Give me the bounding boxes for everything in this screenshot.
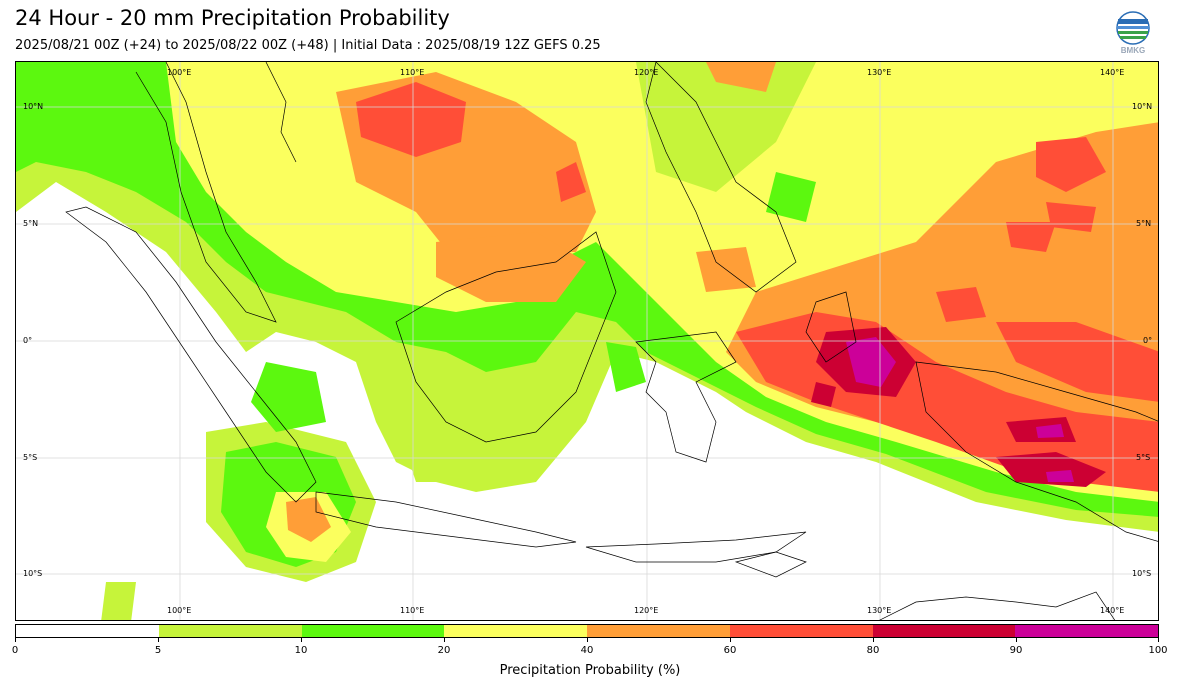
lat-label-left-5n: 5°N: [23, 219, 39, 228]
lon-label-bottom-120: 120°E: [634, 606, 659, 615]
lon-label-bottom-110: 110°E: [400, 606, 425, 615]
colorbar-tick: [444, 638, 445, 642]
colorbar-tick-label-5: 5: [154, 645, 162, 656]
lat-label-left-10n: 10°N: [23, 102, 44, 111]
lon-label-top-110: 110°E: [400, 68, 425, 77]
colorbar-bin-1: [158, 625, 302, 637]
colorbar-tick: [1016, 638, 1017, 642]
sulawesi-coast: [635, 331, 737, 463]
lat-label-right-0: 0°: [1143, 336, 1153, 345]
lat-label-right-10n: 10°N: [1132, 102, 1153, 111]
colorbar-bin-7: [1015, 625, 1158, 637]
sumatra-coast: [65, 206, 317, 503]
colorbar-tick-label-10: 10: [294, 645, 308, 656]
chart-subtitle: 2025/08/21 00Z (+24) to 2025/08/22 00Z (…: [15, 38, 601, 53]
colorbar-tick-label-40: 40: [580, 645, 594, 656]
colorbar-bin-5: [729, 625, 873, 637]
lon-label-top-120: 120°E: [634, 68, 659, 77]
bmkg-logo-icon: BMKG: [1114, 10, 1152, 56]
lon-label-top-100: 100°E: [167, 68, 192, 77]
lon-label-top-130: 130°E: [867, 68, 892, 77]
new-guinea-coast: [915, 361, 1158, 542]
colorbar-label: Precipitation Probability (%): [499, 663, 681, 678]
lat-label-left-0: 0°: [23, 336, 33, 345]
colorbar-bin-4: [587, 625, 730, 637]
halmahera-coast: [805, 291, 857, 363]
lon-label-bottom-100: 100°E: [167, 606, 192, 615]
colorbar-tick: [158, 638, 159, 642]
colorbar-tick: [301, 638, 302, 642]
map-canvas: [16, 62, 1158, 620]
lat-label-left-5s: 5°S: [23, 453, 38, 462]
chart-title: 24 Hour - 20 mm Precipitation Probabilit…: [15, 6, 450, 30]
colorbar-bin-0: [16, 625, 159, 637]
colorbar-tick-label-100: 100: [1148, 645, 1168, 656]
colorbar-bin-6: [872, 625, 1016, 637]
lat-label-right-5n: 5°N: [1136, 219, 1152, 228]
colorbar-bin-2: [301, 625, 445, 637]
colorbar-tick-label-80: 80: [866, 645, 880, 656]
lat-label-left-10s: 10°S: [23, 569, 43, 578]
lon-label-bottom-130: 130°E: [867, 606, 892, 615]
precip-layer-90pct: [846, 337, 1074, 482]
lat-label-right-5s: 5°S: [1136, 453, 1151, 462]
lat-label-right-10s: 10°S: [1132, 569, 1152, 578]
vietnam-coast: [265, 62, 297, 163]
java-coast: [315, 491, 577, 548]
colorbar-tick: [873, 638, 874, 642]
colorbar-tick: [587, 638, 588, 642]
colorbar-tick-label-20: 20: [437, 645, 451, 656]
lon-label-bottom-140: 140°E: [1100, 606, 1125, 615]
colorbar-tick-label-60: 60: [723, 645, 737, 656]
colorbar: [15, 624, 1159, 638]
colorbar-tick-label-0: 0: [11, 645, 19, 656]
graticule: [16, 62, 1158, 620]
colorbar-tick-label-90: 90: [1009, 645, 1023, 656]
precipitation-map: 100°E 110°E 120°E 130°E 140°E 100°E 110°…: [15, 61, 1159, 621]
australia-coast: [879, 591, 1116, 620]
malay-peninsula-coast: [135, 62, 277, 323]
colorbar-bin-3: [444, 625, 587, 637]
colorbar-tick: [15, 638, 16, 642]
lesser-sunda-coast: [585, 531, 807, 563]
philippines-coast: [645, 62, 797, 293]
lon-label-top-140: 140°E: [1100, 68, 1125, 77]
coastlines: [65, 62, 1158, 620]
colorbar-tick: [730, 638, 731, 642]
bmkg-logo-text: BMKG: [1121, 46, 1145, 55]
timor-coast: [734, 551, 807, 578]
borneo-coast: [395, 231, 617, 443]
colorbar-tick: [1158, 638, 1159, 642]
